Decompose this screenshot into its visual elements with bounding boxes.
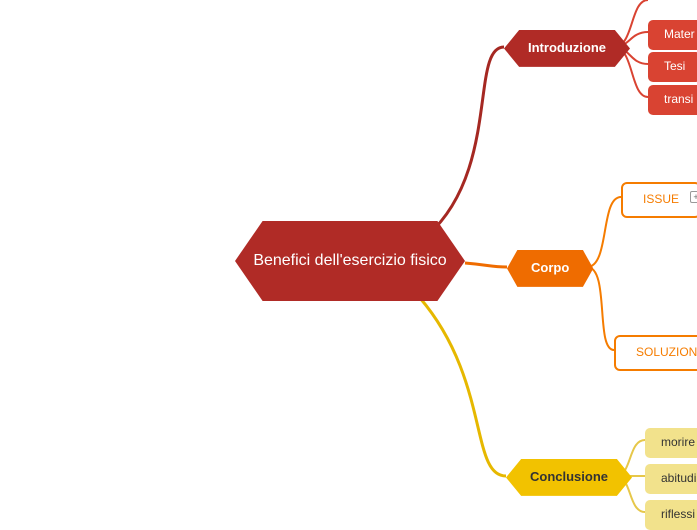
corpo-child-soluzione[interactable]: SOLUZIONE [614,335,697,371]
expand-icon[interactable]: + [690,191,697,203]
edge-corpo-issue [587,197,621,267]
edge-corpo-soluzione [587,267,614,350]
branch-conclusione[interactable]: Conclusione [506,459,632,496]
edge-central-conclusione [420,298,506,476]
central-node[interactable]: Benefici dell'esercizio fisico [235,221,465,301]
branch-corpo[interactable]: Corpo [507,250,593,287]
intro-child-1[interactable]: Tesi [648,52,697,82]
intro-child-0[interactable]: Mater [648,20,697,50]
concl-child-2[interactable]: riflessi [645,500,697,530]
branch-intro[interactable]: Introduzione [504,30,630,67]
intro-child-2[interactable]: transi [648,85,697,115]
concl-child-0[interactable]: morire [645,428,697,458]
edge-central-corpo [465,263,507,267]
edge-central-intro [428,47,504,235]
corpo-child-issue[interactable]: ISSUE [621,182,697,218]
concl-child-1[interactable]: abitudi [645,464,697,494]
